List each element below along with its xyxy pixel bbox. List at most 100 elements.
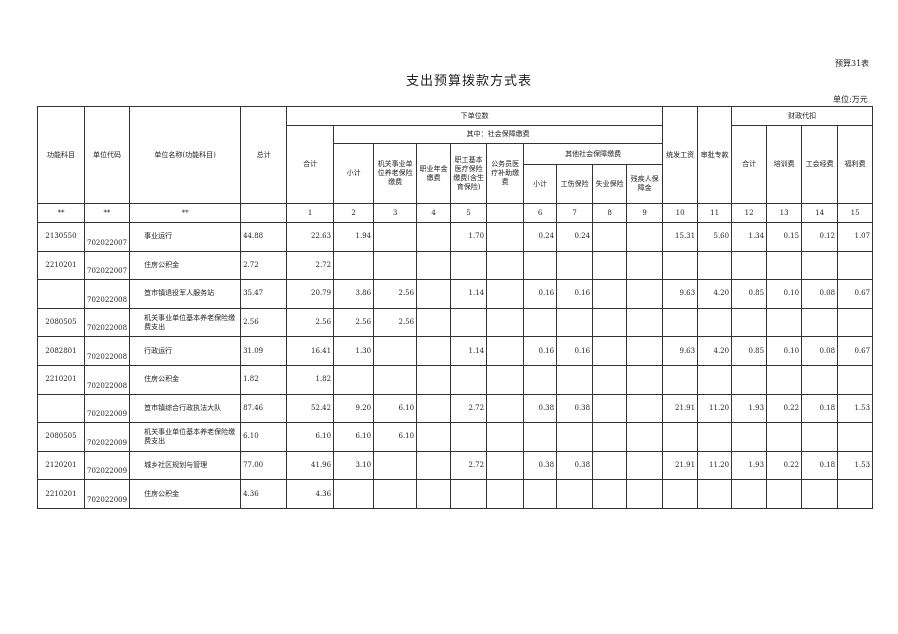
header-medical: 职工基本医疗保险缴费(含生育保险) — [450, 143, 488, 204]
header-lower-unit: 下单位数 — [286, 106, 664, 126]
index-cell: 5 — [450, 203, 488, 223]
value-cell: 1.53 — [837, 393, 874, 424]
unit-name-cell: 笪市镇综合行政执法大队 — [129, 393, 242, 424]
value-cell: 0.16 — [556, 279, 594, 309]
index-cell — [486, 203, 525, 223]
header-union: 工会经费 — [801, 125, 839, 204]
value-cell — [697, 364, 733, 395]
value-cell — [662, 422, 699, 452]
form-number: 预算31表 — [835, 59, 870, 68]
unit-name-cell: 事业运行 — [129, 222, 242, 252]
value-cell — [766, 479, 803, 509]
value-cell — [731, 479, 768, 509]
value-cell: 1.93 — [731, 450, 768, 481]
value-cell — [592, 393, 628, 424]
value-cell: 9.20 — [333, 393, 375, 424]
unit-code-cell: 702022009 — [83, 450, 131, 481]
value-cell — [801, 364, 839, 395]
table-row: 2082801 702022008 行政运行 31.09 16.41 1.30 1.14 0.… — [37, 336, 874, 366]
table-row: 2210201 702022009 住房公积金 4.36 4.36 — [37, 479, 874, 509]
value-cell: 0.16 — [523, 336, 558, 366]
value-cell — [450, 250, 488, 281]
value-cell — [697, 250, 733, 281]
value-cell — [373, 364, 418, 395]
value-cell — [486, 364, 525, 395]
unit-label: 单位:万元 — [833, 95, 868, 104]
value-cell: 3.86 — [333, 279, 375, 309]
value-cell — [373, 479, 418, 509]
unit-code-cell: 702022008 — [83, 279, 131, 309]
value-cell — [837, 422, 874, 452]
value-cell: 1.82 — [286, 364, 335, 395]
table-row: 2080505 702022008 机关事业单位基本养老保险缴费支出 2.56 2.56… — [37, 307, 874, 338]
value-cell: 2.72 — [450, 393, 488, 424]
index-cell: 11 — [697, 203, 733, 223]
value-cell — [416, 307, 452, 338]
value-cell — [486, 450, 525, 481]
func-subject-cell: 2080505 — [37, 422, 85, 452]
grand-total-cell: 35.47 — [240, 279, 288, 309]
index-cell: 6 — [523, 203, 558, 223]
value-cell: 9.63 — [662, 279, 699, 309]
value-cell — [766, 364, 803, 395]
value-cell — [556, 364, 594, 395]
header-subtotal: 小计 — [333, 143, 375, 204]
value-cell: 3.10 — [333, 450, 375, 481]
value-cell — [592, 279, 628, 309]
index-cell: 10 — [662, 203, 699, 223]
value-cell — [416, 336, 452, 366]
value-cell: 5.60 — [697, 222, 733, 252]
header-training: 培训费 — [766, 125, 803, 204]
value-cell — [486, 307, 525, 338]
unit-code-cell: 702022009 — [83, 422, 131, 452]
value-cell — [626, 364, 664, 395]
value-cell: 11.20 — [697, 393, 733, 424]
unit-code-cell: 702022007 — [83, 222, 131, 252]
value-cell — [486, 393, 525, 424]
value-cell: 1.94 — [333, 222, 375, 252]
func-subject-cell: 2210201 — [37, 250, 85, 281]
index-cell: 3 — [373, 203, 418, 223]
value-cell: 0.24 — [523, 222, 558, 252]
budget-table: 功能科目 单位代码 单位名称(功能科目) 总计 下单位数 统发工资 审批专款 财… — [37, 106, 874, 509]
value-cell — [697, 479, 733, 509]
value-cell: 0.16 — [556, 336, 594, 366]
value-cell: 6.10 — [333, 422, 375, 452]
value-cell — [626, 279, 664, 309]
header-of-which-social: 其中：社会保障缴费 — [333, 125, 664, 144]
value-cell: 0.12 — [801, 222, 839, 252]
value-cell: 1.30 — [333, 336, 375, 366]
value-cell: 1.14 — [450, 279, 488, 309]
header-welfare: 福利费 — [837, 125, 874, 204]
value-cell — [486, 422, 525, 452]
func-subject-cell: 2080505 — [37, 307, 85, 338]
value-cell: 21.91 — [662, 450, 699, 481]
unit-name-cell: 城乡社区规划与管理 — [129, 450, 242, 481]
index-row: ** ** ** 1 2 3 4 5 6 7 8 9 10 11 12 13 14 15 — [37, 203, 874, 223]
value-cell — [592, 307, 628, 338]
table-row: 2080505 702022009 机关事业单位基本养老保险缴费支出 6.10 6.10… — [37, 422, 874, 452]
value-cell: 0.67 — [837, 279, 874, 309]
table-row: 2130550 702022007 事业运行 44.88 22.63 1.94 1.70 0.… — [37, 222, 874, 252]
value-cell — [416, 364, 452, 395]
header-other-social: 其他社会保障缴费 — [523, 143, 664, 165]
value-cell — [416, 422, 452, 452]
unit-name-cell: 住房公积金 — [129, 364, 242, 395]
value-cell — [523, 307, 558, 338]
table-row: 2210201 702022007 住房公积金 2.72 2.72 — [37, 250, 874, 281]
value-cell: 0.15 — [766, 222, 803, 252]
table-row: 702022008 笪市镇退役军人服务站 35.47 20.79 3.86 2.56 1.1… — [37, 279, 874, 309]
func-subject-cell — [37, 393, 85, 424]
value-cell: 0.22 — [766, 450, 803, 481]
unit-name-cell: 住房公积金 — [129, 479, 242, 509]
value-cell — [486, 479, 525, 509]
grand-total-cell: 2.72 — [240, 250, 288, 281]
value-cell — [592, 336, 628, 366]
value-cell — [801, 422, 839, 452]
func-subject-cell: 2082801 — [37, 336, 85, 366]
value-cell — [731, 250, 768, 281]
unit-code-cell: 702022009 — [83, 393, 131, 424]
value-cell — [626, 222, 664, 252]
value-cell — [416, 450, 452, 481]
value-cell — [731, 422, 768, 452]
